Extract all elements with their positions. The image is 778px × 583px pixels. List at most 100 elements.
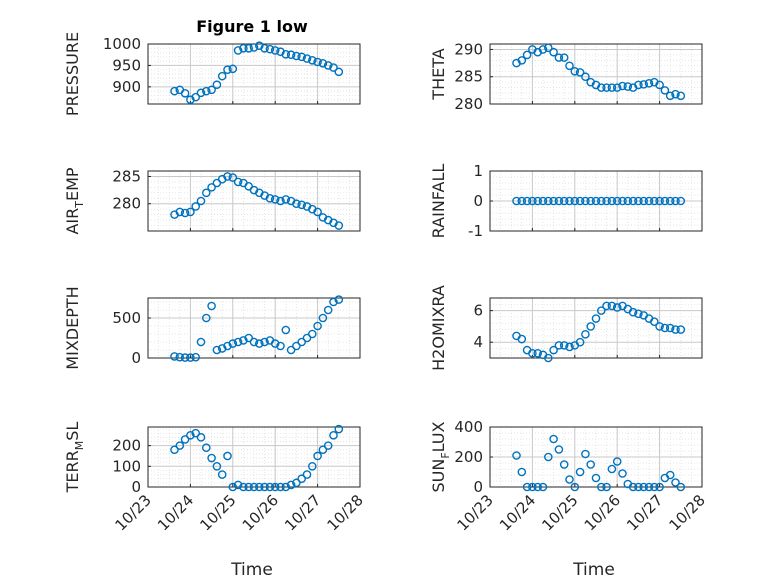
data-point bbox=[191, 92, 200, 102]
data-point bbox=[212, 462, 222, 471]
data-point bbox=[207, 453, 216, 463]
data-point bbox=[334, 424, 344, 434]
y-tick-label: 285 bbox=[112, 167, 141, 185]
y-axis-label-text: H2OMIXRA bbox=[429, 285, 448, 371]
data-point bbox=[260, 482, 269, 492]
data-point bbox=[676, 196, 686, 206]
x-tick-label: 10/23 bbox=[454, 491, 497, 534]
data-point bbox=[249, 337, 259, 347]
x-tick-label: 10/25 bbox=[538, 491, 581, 534]
data-point bbox=[544, 452, 553, 462]
data-point bbox=[302, 333, 312, 343]
data-point bbox=[329, 430, 338, 440]
y-tick-label: 280 bbox=[112, 195, 141, 213]
data-point bbox=[565, 342, 574, 352]
data-point bbox=[581, 449, 590, 459]
data-point bbox=[570, 66, 580, 76]
data-point bbox=[329, 63, 338, 72]
x-axis-label-left: Time bbox=[230, 560, 273, 580]
data-point bbox=[676, 482, 686, 492]
data-point bbox=[180, 353, 190, 362]
data-point bbox=[217, 344, 227, 353]
data-point bbox=[607, 83, 617, 92]
data-point bbox=[292, 51, 301, 61]
data-point bbox=[607, 301, 617, 311]
data-point bbox=[597, 196, 606, 206]
y-tick-label: 4 bbox=[473, 333, 483, 351]
axes-box bbox=[489, 297, 703, 359]
data-point bbox=[628, 482, 638, 492]
data-point bbox=[186, 353, 195, 362]
y-tick-label: 900 bbox=[112, 78, 141, 96]
data-point bbox=[186, 430, 195, 440]
axes-box bbox=[147, 170, 361, 232]
figure-title: Figure 1 low bbox=[196, 17, 308, 36]
data-point bbox=[528, 482, 537, 492]
data-point bbox=[228, 482, 238, 492]
y-axis-label-subscript: M bbox=[73, 441, 86, 451]
data-point bbox=[528, 196, 537, 206]
data-point bbox=[334, 295, 344, 304]
data-point bbox=[522, 482, 532, 492]
data-point bbox=[175, 352, 185, 362]
data-point bbox=[196, 337, 206, 347]
data-point bbox=[554, 53, 564, 62]
data-point bbox=[676, 91, 686, 101]
data-point bbox=[554, 196, 564, 206]
data-point bbox=[318, 313, 328, 323]
data-point bbox=[297, 52, 307, 62]
x-axis-label-right: Time bbox=[572, 560, 615, 580]
data-point bbox=[544, 196, 553, 206]
data-point bbox=[323, 61, 333, 70]
data-point bbox=[528, 348, 537, 358]
data-point bbox=[644, 78, 654, 88]
y-axis-label: SUNFLUX bbox=[429, 421, 452, 492]
data-point bbox=[660, 86, 670, 95]
data-point bbox=[549, 345, 558, 355]
data-point bbox=[623, 196, 633, 206]
data-point bbox=[270, 46, 280, 55]
data-point bbox=[223, 341, 232, 351]
data-point bbox=[533, 348, 543, 358]
data-point bbox=[233, 46, 243, 55]
data-point bbox=[544, 353, 553, 363]
y-tick-label: 400 bbox=[454, 418, 483, 436]
data-point bbox=[201, 443, 211, 452]
data-point bbox=[186, 207, 195, 217]
data-point bbox=[270, 482, 280, 492]
data-point bbox=[292, 478, 301, 488]
y-axis-label-text: MIXDEPTH bbox=[63, 286, 82, 369]
data-point bbox=[602, 196, 611, 206]
data-point bbox=[634, 196, 643, 206]
data-point bbox=[565, 61, 574, 71]
y-tick-label: 285 bbox=[454, 68, 483, 86]
data-point bbox=[313, 207, 322, 217]
data-point bbox=[660, 196, 670, 206]
data-point bbox=[207, 183, 216, 192]
data-point bbox=[671, 196, 680, 206]
data-point bbox=[223, 451, 232, 461]
data-point bbox=[286, 480, 296, 490]
data-point bbox=[180, 208, 190, 218]
data-point bbox=[533, 196, 543, 206]
data-point bbox=[612, 303, 622, 312]
data-point bbox=[233, 177, 243, 187]
data-point bbox=[323, 305, 333, 315]
data-point bbox=[313, 57, 322, 67]
data-point bbox=[512, 451, 521, 460]
data-point bbox=[634, 482, 643, 492]
data-point bbox=[260, 337, 269, 347]
data-point bbox=[650, 196, 659, 206]
data-point bbox=[559, 53, 569, 62]
data-point bbox=[591, 473, 601, 483]
y-tick-label: 0 bbox=[131, 349, 141, 367]
y-axis-label: RAINFALL bbox=[429, 164, 448, 239]
data-point bbox=[254, 482, 264, 492]
data-point bbox=[597, 83, 606, 92]
y-tick-label: 200 bbox=[112, 437, 141, 455]
data-point bbox=[207, 85, 216, 95]
data-point bbox=[671, 89, 680, 99]
data-point bbox=[517, 196, 527, 206]
data-point bbox=[254, 339, 264, 348]
